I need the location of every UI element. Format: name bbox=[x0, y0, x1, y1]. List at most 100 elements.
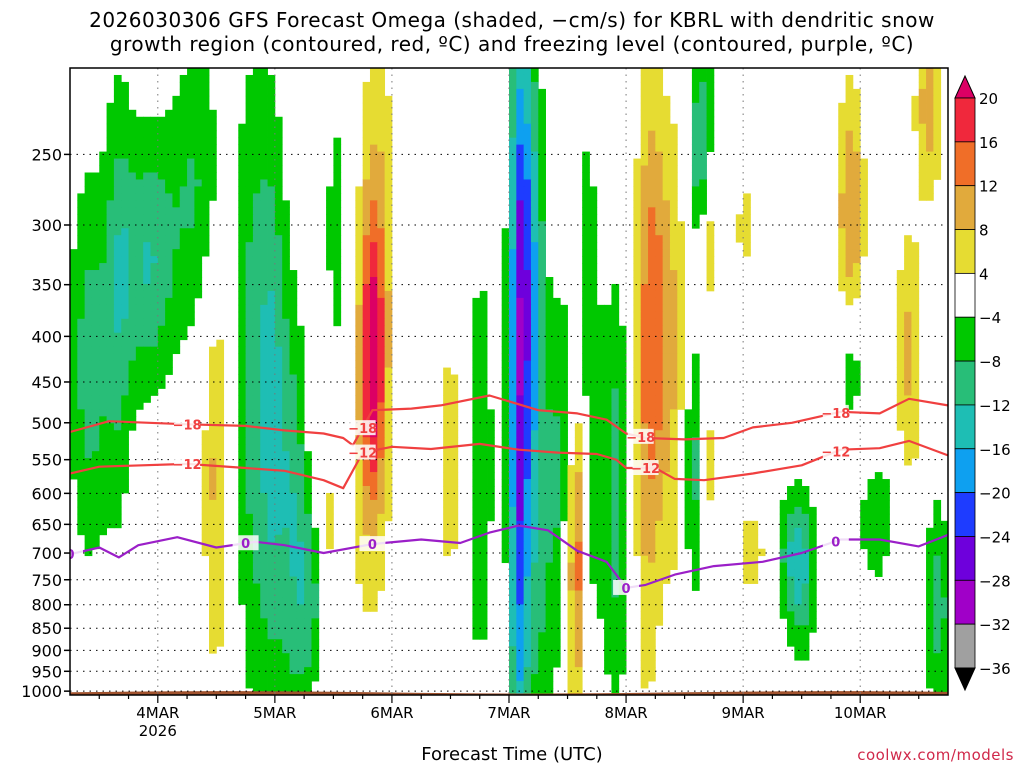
omega-cell bbox=[545, 604, 554, 612]
omega-cell bbox=[523, 444, 532, 452]
omega-cell bbox=[567, 660, 576, 668]
omega-cell bbox=[384, 235, 393, 243]
omega-cell bbox=[267, 179, 276, 187]
omega-cell bbox=[355, 527, 364, 536]
omega-cell bbox=[128, 311, 137, 320]
omega-cell bbox=[838, 277, 846, 285]
omega-cell bbox=[157, 172, 166, 180]
omega-cell bbox=[260, 325, 268, 334]
omega-cell bbox=[369, 513, 378, 522]
omega-cell bbox=[245, 332, 254, 341]
omega-cell bbox=[252, 200, 261, 208]
omega-cell bbox=[852, 235, 861, 243]
omega-cell bbox=[852, 270, 861, 278]
omega-cell bbox=[245, 123, 254, 132]
omega-cell bbox=[589, 388, 598, 396]
omega-cell bbox=[135, 249, 144, 257]
omega-cell bbox=[538, 381, 546, 389]
omega-cell bbox=[479, 625, 488, 633]
omega-cell bbox=[516, 186, 525, 194]
omega-cell bbox=[669, 367, 678, 375]
omega-cell bbox=[362, 465, 371, 473]
omega-cell bbox=[904, 297, 912, 306]
omega-cell bbox=[706, 242, 715, 250]
omega-cell bbox=[545, 562, 554, 570]
omega-cell bbox=[655, 360, 664, 368]
omega-cell bbox=[801, 562, 810, 570]
omega-cell bbox=[669, 527, 678, 536]
omega-cell bbox=[691, 527, 700, 536]
omega-cell bbox=[691, 534, 700, 543]
omega-cell bbox=[326, 242, 334, 250]
omega-cell bbox=[560, 499, 568, 508]
omega-cell bbox=[691, 520, 700, 529]
omega-cell bbox=[135, 256, 144, 264]
omega-cell bbox=[648, 653, 656, 661]
omega-cell bbox=[845, 283, 854, 292]
omega-cell bbox=[209, 534, 217, 543]
omega-cell bbox=[274, 339, 283, 348]
omega-cell bbox=[355, 256, 364, 264]
omega-cell bbox=[523, 109, 532, 118]
omega-cell bbox=[896, 346, 905, 355]
omega-cell bbox=[179, 263, 188, 271]
omega-cell bbox=[369, 186, 378, 194]
omega-cell bbox=[860, 242, 868, 250]
omega-cell bbox=[91, 249, 100, 257]
omega-cell bbox=[209, 430, 217, 438]
omega-cell bbox=[362, 520, 371, 529]
omega-cell bbox=[106, 256, 115, 264]
omega-cell bbox=[289, 353, 298, 361]
omega-cell bbox=[589, 520, 598, 529]
omega-cell bbox=[574, 562, 583, 570]
omega-cell bbox=[172, 311, 181, 320]
omega-cell bbox=[274, 458, 283, 466]
omega-cell bbox=[926, 583, 934, 591]
omega-cell bbox=[567, 653, 576, 661]
omega-cell bbox=[157, 311, 166, 320]
omega-cell bbox=[677, 395, 685, 403]
omega-cell bbox=[216, 492, 225, 501]
omega-cell bbox=[852, 200, 861, 208]
omega-cell bbox=[143, 116, 151, 125]
omega-cell bbox=[333, 165, 342, 173]
omega-cell bbox=[150, 374, 159, 382]
omega-cell bbox=[926, 667, 934, 675]
omega-cell bbox=[384, 193, 393, 201]
omega-cell bbox=[304, 632, 312, 640]
omega-cell bbox=[501, 402, 510, 410]
omega-cell bbox=[443, 430, 451, 438]
omega-cell bbox=[194, 179, 203, 187]
omega-cell bbox=[216, 527, 225, 536]
omega-cell bbox=[91, 179, 100, 187]
omega-cell bbox=[552, 569, 561, 577]
omega-cell bbox=[128, 130, 137, 139]
omega-cell bbox=[179, 74, 188, 83]
omega-cell bbox=[369, 193, 378, 201]
contour-label-bg bbox=[174, 455, 201, 471]
omega-cell bbox=[472, 486, 481, 494]
omega-cell bbox=[538, 639, 546, 647]
omega-cell bbox=[113, 409, 122, 417]
omega-cell bbox=[530, 632, 539, 640]
omega-cell bbox=[296, 381, 305, 389]
omega-cell bbox=[684, 444, 693, 452]
omega-cell bbox=[662, 332, 671, 341]
omega-cell bbox=[113, 465, 122, 473]
omega-cell bbox=[655, 492, 664, 501]
omega-cell bbox=[282, 249, 290, 257]
omega-cell bbox=[604, 486, 612, 494]
omega-cell bbox=[106, 137, 115, 146]
omega-cell bbox=[106, 144, 115, 152]
omega-cell bbox=[450, 527, 459, 536]
omega-cell bbox=[377, 548, 386, 557]
omega-cell bbox=[852, 137, 861, 146]
colorbar-label: 20 bbox=[979, 90, 998, 108]
omega-cell bbox=[516, 130, 525, 139]
omega-cell bbox=[245, 479, 254, 487]
omega-cell bbox=[91, 214, 100, 222]
omega-cell bbox=[362, 360, 371, 368]
omega-cell bbox=[567, 506, 576, 515]
omega-cell bbox=[150, 165, 159, 173]
omega-cell bbox=[662, 402, 671, 410]
